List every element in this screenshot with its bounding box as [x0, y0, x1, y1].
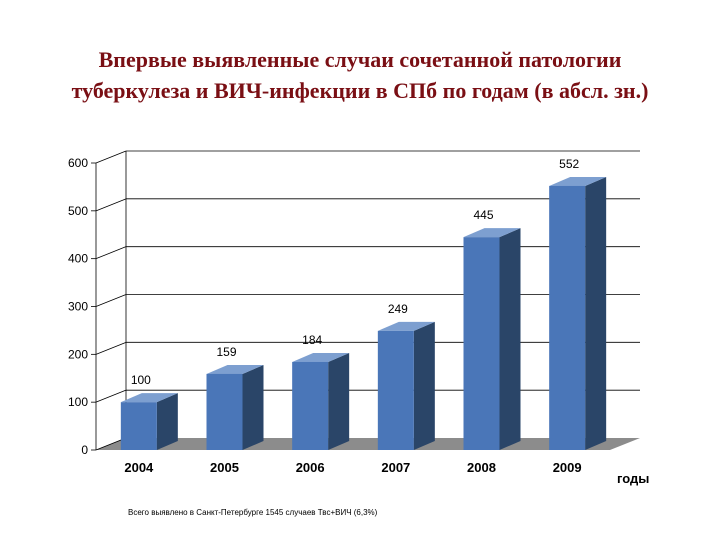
y-tick-label: 500	[68, 204, 88, 218]
y-tick-label: 600	[68, 156, 88, 170]
y-tick-label: 400	[68, 252, 88, 266]
bar	[292, 352, 350, 450]
y-tick-label: 0	[81, 443, 88, 457]
bar	[206, 364, 264, 450]
bar-top-face	[377, 321, 435, 331]
y-tick-diagonal	[95, 294, 127, 307]
bar-side-face	[585, 176, 607, 450]
x-tick-label: 2006	[296, 460, 325, 475]
label-layer: 0 100 200 300 400 500 600 100 2004 159 2005 184 2006…	[68, 156, 649, 486]
data-label: 249	[388, 302, 408, 316]
bar	[463, 228, 521, 450]
data-label: 159	[216, 345, 236, 359]
bar-layer	[120, 176, 607, 450]
title-line-2: туберкулеза и ВИЧ-инфекции в СПб по года…	[71, 78, 649, 103]
x-tick-label: 2004	[124, 460, 154, 475]
bar-side-face	[413, 321, 435, 450]
data-label: 445	[473, 208, 493, 222]
y-tick-label: 300	[68, 300, 88, 314]
footnote: Всего выявлено в Санкт-Петербурге 1545 с…	[128, 508, 378, 517]
x-tick-label: 2005	[210, 460, 239, 475]
bar-side-face	[156, 393, 178, 450]
bar-top-face	[292, 352, 350, 362]
bar	[549, 176, 607, 450]
y-tick-diagonal	[95, 341, 127, 355]
bar-side-face	[499, 228, 521, 450]
bar-side-face	[328, 352, 350, 450]
bar-top-face	[120, 393, 178, 403]
bar-front-face	[120, 402, 157, 450]
y-tick-label: 200	[68, 347, 88, 361]
y-tick-diagonal	[95, 150, 127, 164]
bar	[377, 321, 435, 450]
y-tick-diagonal	[95, 246, 127, 260]
bar-top-face	[549, 176, 607, 186]
x-tick-label: 2007	[381, 460, 410, 475]
bar-top-face	[463, 228, 521, 238]
bar-side-face	[242, 364, 264, 450]
bar-front-face	[463, 237, 500, 450]
bar-front-face	[549, 185, 586, 450]
bar	[120, 393, 178, 450]
bar-top-face	[206, 364, 264, 374]
bar-front-face	[206, 373, 243, 450]
y-tick-diagonal	[95, 198, 127, 212]
title-line-1: Впервые выявленные случаи сочетанной пат…	[98, 47, 622, 72]
y-tick-diagonal	[95, 389, 127, 403]
x-axis-label: годы	[617, 471, 649, 486]
x-tick-label: 2008	[467, 460, 496, 475]
bar-front-face	[292, 361, 329, 450]
data-label: 100	[131, 373, 151, 387]
y-tick-label: 100	[68, 395, 88, 409]
data-label: 184	[302, 333, 322, 347]
data-label: 552	[559, 157, 579, 171]
bar-front-face	[377, 330, 414, 450]
x-tick-label: 2009	[553, 460, 582, 475]
chart-title: Впервые выявленные случаи сочетанной пат…	[0, 44, 720, 106]
